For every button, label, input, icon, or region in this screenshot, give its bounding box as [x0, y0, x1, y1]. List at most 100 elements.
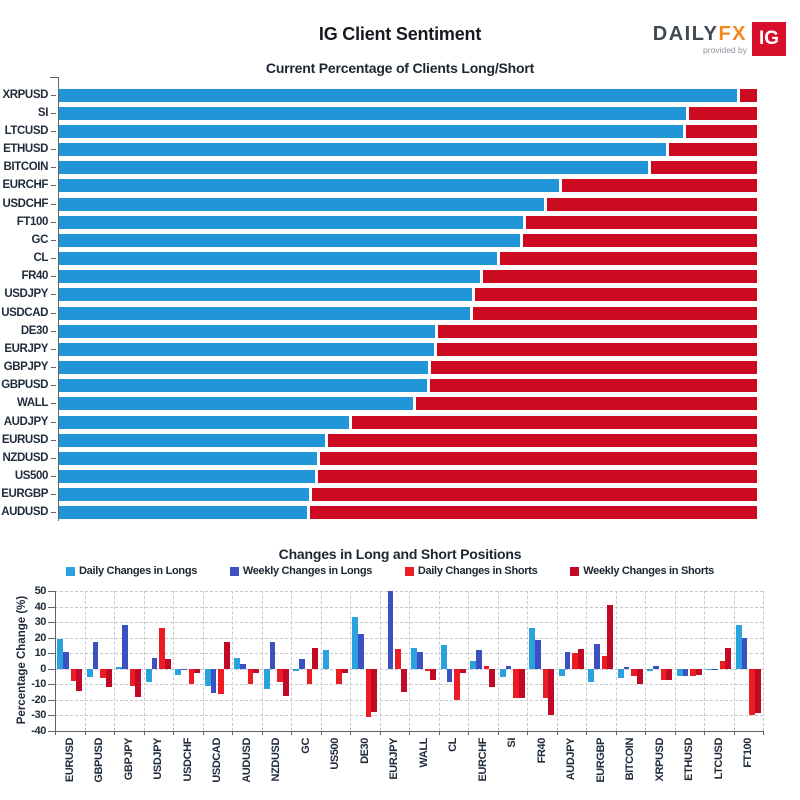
legend-item-3: Weekly Changes in Shorts: [570, 565, 714, 577]
long-bar-EURCHF: [59, 179, 560, 193]
row-label-ETHUSD: ETHUSD: [3, 143, 48, 155]
xtick-7: [261, 731, 263, 735]
bar-AUDJPY-1: [564, 651, 571, 669]
bar-LTCUSD-3: [725, 647, 732, 669]
bar-AUDUSD-3: [253, 668, 260, 674]
legend-label-1: Weekly Changes in Longs: [242, 565, 373, 577]
sentiment-row-EURJPY: EURJPY: [0, 342, 800, 356]
row-label-CL: CL: [33, 252, 48, 265]
row-label-GBPJPY: GBPJPY: [3, 361, 49, 374]
bar-XRPUSD-3: [666, 668, 673, 681]
xtick-11: [379, 731, 381, 735]
row-tick: [51, 403, 56, 405]
short-bar-USDJPY: [475, 288, 757, 302]
long-bar-GBPJPY: [59, 361, 429, 375]
long-bar-EURGBP: [59, 488, 309, 502]
short-bar-BITCOIN: [651, 161, 757, 175]
sentiment-row-US500: US500: [0, 470, 800, 484]
gridline-v-8: [291, 591, 292, 731]
bottom-chart-y-axis: [55, 591, 56, 732]
bar-BITCOIN-2: [631, 668, 637, 676]
gridline-v-22: [704, 591, 705, 731]
bar-FR40-1: [535, 640, 541, 669]
xtick-5: [202, 731, 204, 735]
bar-USDCHF-2: [188, 668, 195, 685]
bar-NZDUSD-2: [277, 668, 283, 682]
sentiment-row-ETHUSD: ETHUSD: [0, 143, 800, 156]
bar-EURJPY-1: [387, 591, 394, 669]
bar-FT100-1: [741, 637, 748, 669]
xlabel-EURJPY: EURJPY: [388, 738, 401, 780]
short-bar-GBPJPY: [431, 361, 757, 375]
bar-LTCUSD-1: [712, 668, 718, 671]
xtick-3: [143, 731, 145, 735]
gridline-v-15: [497, 591, 499, 731]
sentiment-row-USDCAD: USDCAD: [0, 306, 800, 320]
xtick-13: [438, 731, 440, 735]
legend-label-2: Daily Changes in Shorts: [417, 565, 538, 577]
sentiment-row-CL: CL: [0, 252, 800, 266]
bar-BITCOIN-0: [617, 668, 624, 679]
legend-swatch-1: [229, 566, 239, 576]
row-label-EURJPY: EURJPY: [4, 342, 48, 355]
gridline-v-19: [615, 591, 617, 731]
row-tick: [51, 439, 56, 441]
row-tick: [51, 457, 56, 459]
bar-EURUSD-2: [70, 668, 77, 682]
long-bar-LTCUSD: [59, 124, 683, 138]
row-label-DE30: DE30: [20, 324, 49, 337]
ytick-20: [48, 637, 55, 639]
bar-AUDJPY-3: [577, 649, 584, 669]
long-bar-USDCHF: [59, 197, 544, 211]
bar-USDCAD-3: [223, 641, 230, 669]
gridline-v-16: [527, 591, 528, 731]
gridline-v-24: [763, 591, 764, 731]
ytick--20: [48, 699, 55, 701]
bar-AUDJPY-0: [558, 668, 565, 676]
sentiment-row-WALL: WALL: [0, 397, 800, 411]
xlabel-AUDJPY: AUDJPY: [565, 738, 578, 781]
ytick-label-40: 40: [34, 600, 47, 613]
bar-XRPUSD-2: [660, 668, 667, 681]
bar-SI-3: [518, 668, 525, 699]
bar-GBPUSD-2: [100, 668, 106, 679]
short-bar-USDCAD: [473, 306, 757, 320]
gridline-v-17: [556, 591, 558, 731]
bar-USDJPY-1: [151, 657, 158, 669]
ytick-label-50: 50: [34, 585, 47, 597]
bar-BITCOIN-3: [636, 668, 643, 685]
bottom-chart-legend: Daily Changes in Longs Weekly Changes in …: [66, 565, 714, 577]
bar-FR40-3: [548, 668, 555, 716]
bar-EURGBP-0: [588, 668, 595, 682]
xlabel-AUDUSD: AUDUSD: [240, 738, 253, 783]
dailyfx-brand-text: DAILY: [652, 22, 719, 45]
xtick-9: [320, 731, 322, 735]
gridline-v-7: [261, 591, 263, 731]
xtick-17: [556, 731, 558, 735]
row-label-AUDJPY: AUDJPY: [3, 415, 49, 428]
ytick-label-20: 20: [34, 631, 47, 644]
bar-EURUSD-0: [57, 639, 64, 669]
bar-GC-2: [306, 668, 313, 684]
sentiment-row-GBPJPY: GBPJPY: [0, 361, 800, 375]
gridline-v-21: [674, 591, 676, 731]
legend-swatch-3: [570, 566, 580, 576]
row-label-SI: SI: [37, 106, 48, 119]
long-bar-USDCAD: [59, 306, 471, 320]
xlabel-USDJPY: USDJPY: [152, 738, 165, 780]
gridline-v-10: [350, 591, 351, 731]
row-tick: [51, 130, 56, 132]
bar-CL-1: [446, 668, 453, 682]
row-label-EURGBP: EURGBP: [1, 488, 48, 501]
sentiment-row-EURCHF: EURCHF: [0, 179, 800, 193]
bar-GBPJPY-2: [129, 668, 136, 686]
bar-FR40-2: [542, 668, 549, 699]
xtick-16: [527, 731, 528, 735]
row-label-USDJPY: USDJPY: [4, 288, 48, 301]
short-bar-SI: [689, 106, 757, 120]
xtick-18: [586, 731, 587, 735]
xtick-23: [733, 731, 735, 735]
row-label-WALL: WALL: [17, 397, 48, 410]
legend-swatch-0: [66, 566, 75, 576]
row-label-USDCAD: USDCAD: [1, 306, 48, 319]
